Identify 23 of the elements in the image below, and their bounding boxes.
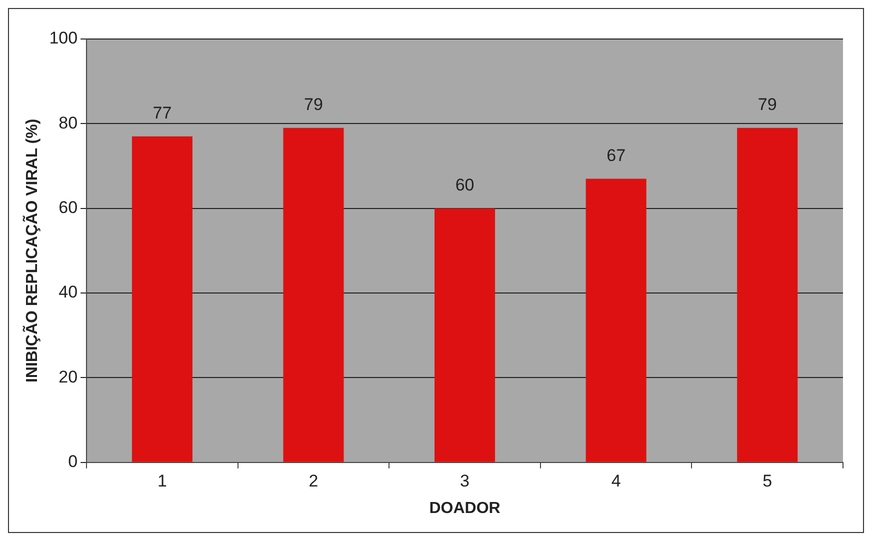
y-tick-label: 60 xyxy=(58,198,78,218)
y-axis-title: INIBIÇÃO REPLICAÇÃO VIRAL (%) xyxy=(22,118,42,383)
data-label: 67 xyxy=(606,146,626,165)
x-tick-label: 4 xyxy=(611,471,621,490)
x-tick-label: 5 xyxy=(762,471,772,490)
data-label: 79 xyxy=(304,95,323,114)
y-tick-label: 0 xyxy=(68,452,78,472)
bar xyxy=(737,128,798,462)
bar xyxy=(586,178,646,462)
data-label: 77 xyxy=(152,104,172,123)
x-tick-label: 3 xyxy=(460,471,470,490)
bar xyxy=(132,136,192,462)
x-axis-title: DOADOR xyxy=(429,500,501,517)
y-tick-label: 80 xyxy=(58,113,78,132)
data-label: 79 xyxy=(758,95,777,114)
x-tick-label: 1 xyxy=(157,471,167,490)
bar xyxy=(434,208,496,462)
y-tick-label: 100 xyxy=(49,28,78,48)
y-tick-label: 20 xyxy=(58,367,78,386)
bar xyxy=(283,128,344,462)
data-label: 60 xyxy=(455,176,474,195)
x-tick-label: 2 xyxy=(308,471,318,490)
y-tick-label: 40 xyxy=(58,282,78,302)
